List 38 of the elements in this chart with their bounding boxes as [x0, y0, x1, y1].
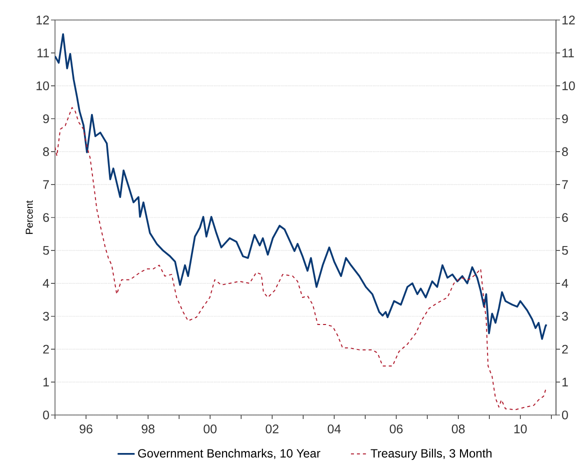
- y-axis-title: Percent: [26, 200, 33, 234]
- y2-tick-label: 8: [562, 147, 568, 156]
- y2-tick-label: 1: [562, 378, 568, 386]
- y-tick-label: 4: [42, 279, 50, 288]
- x-tick-label: 06: [390, 424, 403, 434]
- x-tick-label: 10: [514, 424, 527, 434]
- y-tick-label: 6: [43, 213, 49, 222]
- y-tick-label: 5: [43, 246, 49, 255]
- y-tick-label: 2: [43, 344, 49, 354]
- y-tick-label: 10: [36, 81, 49, 90]
- y2-tick-label: 0: [562, 410, 568, 420]
- y-tick-label: 8: [43, 147, 49, 156]
- y-tick-label: 1: [44, 378, 49, 386]
- legend-label: Treasury Bills, 3 Month: [370, 448, 492, 460]
- y2-tick-label: 3: [562, 312, 568, 321]
- y2-tick-label: 4: [562, 279, 568, 288]
- y-tick-label: 3: [43, 312, 49, 321]
- y-tick-label: 7: [43, 180, 49, 189]
- x-tick-label: 98: [142, 424, 154, 434]
- legend-label: Government Benchmarks, 10 Year: [138, 448, 320, 460]
- y2-tick-label: 10: [562, 81, 575, 90]
- y2-tick-label: 12: [562, 16, 575, 24]
- y2-tick-label: 6: [562, 213, 568, 222]
- y2-tick-label: 7: [562, 180, 568, 189]
- y2-tick-label: 9: [562, 114, 568, 124]
- y2-tick-label: 11: [562, 48, 574, 58]
- y-tick-label: 12: [36, 16, 49, 24]
- y-tick-label: 9: [43, 114, 49, 124]
- y2-tick-label: 2: [562, 344, 568, 354]
- x-tick-label: 04: [328, 424, 341, 434]
- x-tick-label: 02: [266, 424, 278, 434]
- x-tick-label: 08: [452, 424, 465, 434]
- y-tick-label: 0: [43, 410, 49, 420]
- y-tick-label: 11: [38, 48, 49, 58]
- y2-tick-label: 5: [562, 246, 568, 255]
- line-series: [55, 107, 547, 410]
- x-tick-label: 00: [204, 424, 217, 434]
- x-tick-label: 96: [80, 424, 92, 434]
